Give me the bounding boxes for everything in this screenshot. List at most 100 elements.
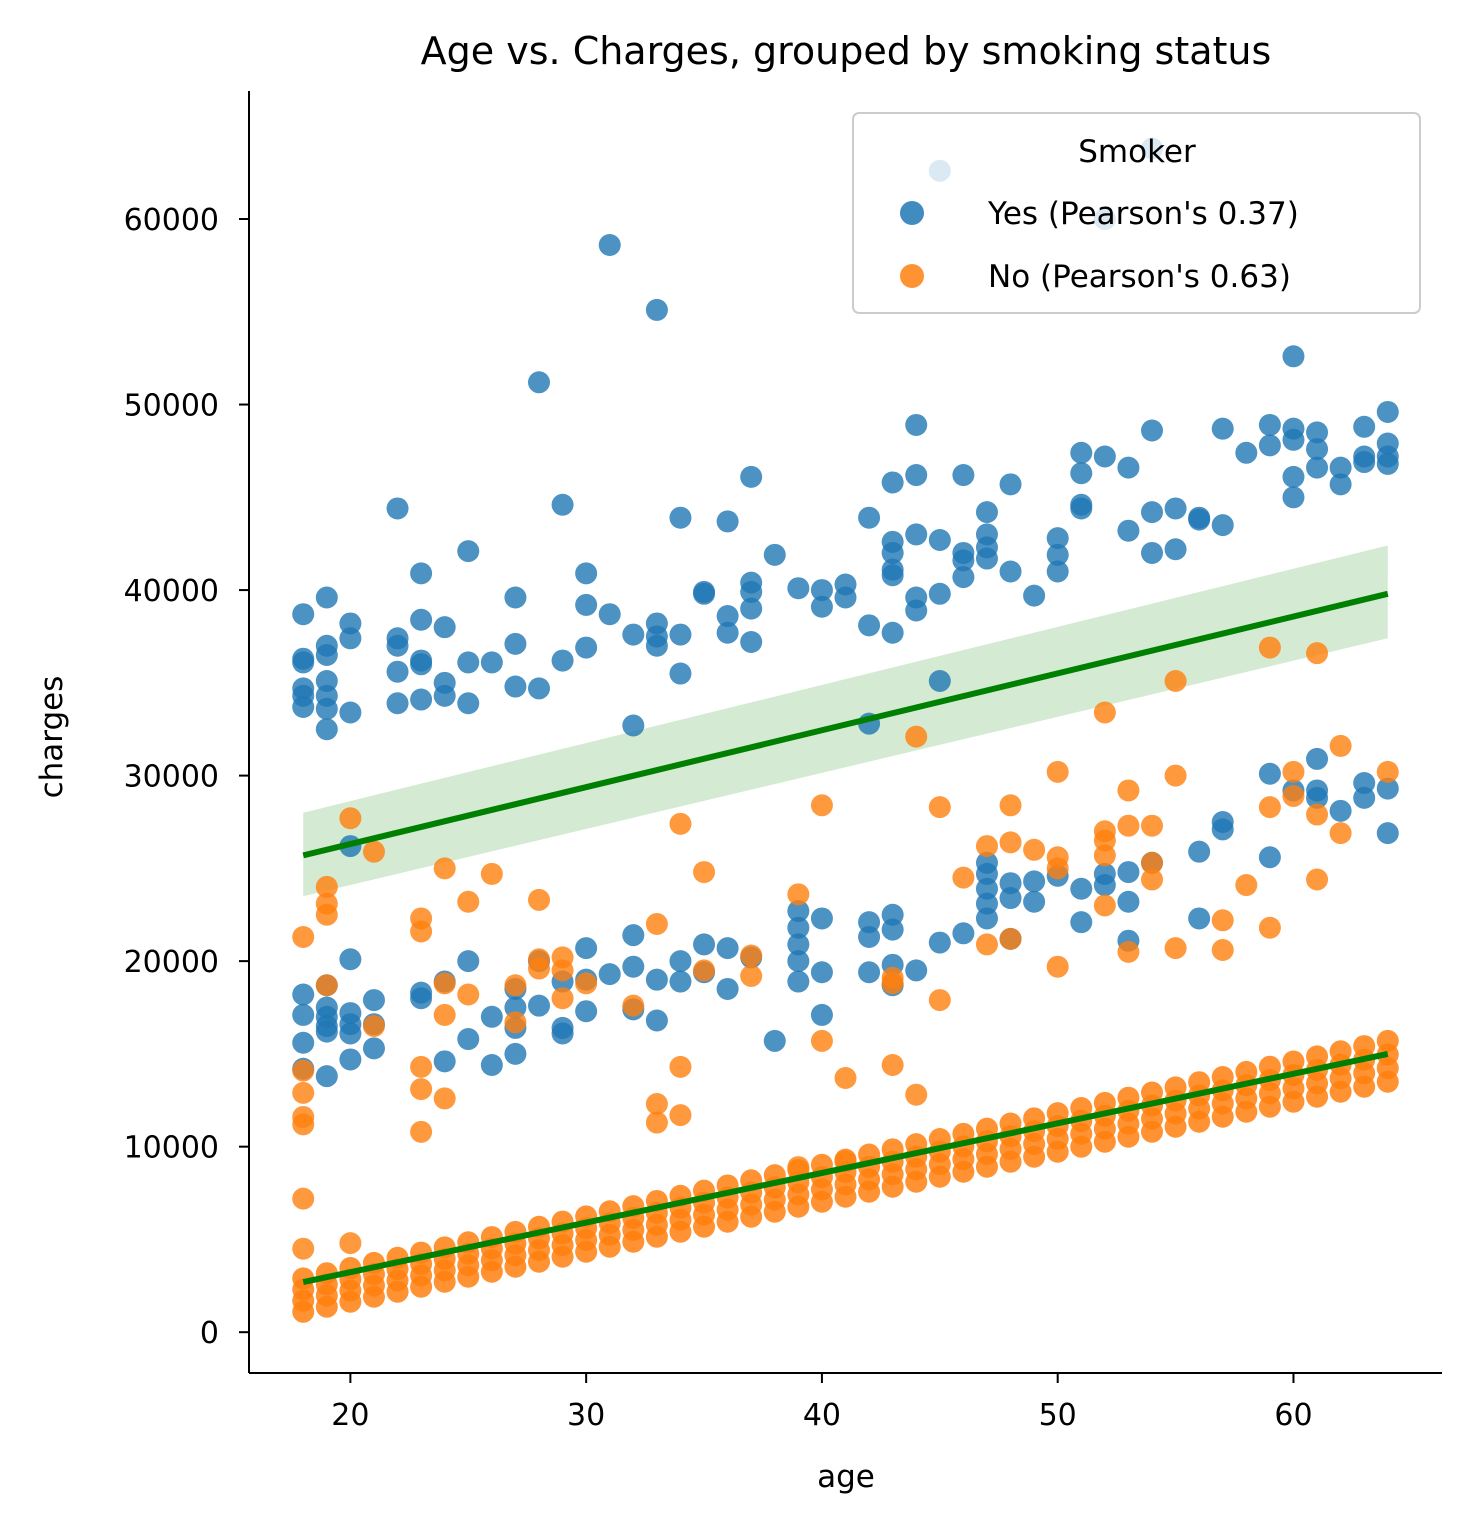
x-axis-title: age: [817, 1459, 875, 1495]
scatter-point-no: [292, 1081, 315, 1104]
scatter-point-yes: [928, 528, 951, 551]
legend-marker-yes: [900, 201, 924, 225]
scatter-point-yes: [575, 636, 598, 659]
scatter-point-no: [740, 964, 763, 987]
scatter-point-no: [1046, 760, 1069, 783]
scatter-point-yes: [1353, 786, 1376, 809]
scatter-point-no: [410, 920, 433, 943]
scatter-point-yes: [1376, 400, 1399, 423]
y-tick-label: 10000: [124, 1131, 219, 1166]
scatter-point-no: [457, 890, 480, 913]
scatter-point-yes: [292, 1031, 315, 1054]
scatter-point-no: [362, 840, 385, 863]
scatter-point-no-cloud: [1282, 1050, 1305, 1073]
scatter-point-no: [433, 1003, 456, 1026]
scatter-point-no: [433, 857, 456, 880]
x-tick-label: 50: [1039, 1398, 1077, 1433]
scatter-point-yes: [1211, 514, 1234, 537]
legend-label-no: No (Pearson's 0.63): [988, 259, 1291, 295]
scatter-point-no: [645, 913, 668, 936]
scatter-point-yes: [645, 968, 668, 991]
scatter-point-yes: [292, 983, 315, 1006]
scatter-point-yes: [1046, 560, 1069, 583]
scatter-point-no: [292, 1113, 315, 1136]
scatter-point-no: [1141, 868, 1164, 891]
scatter-point-yes: [362, 1037, 385, 1060]
scatter-point-yes: [598, 603, 621, 626]
y-tick-label: 20000: [124, 945, 219, 980]
scatter-point-no: [952, 866, 975, 889]
scatter-point-yes: [527, 371, 550, 394]
scatter-point-yes: [1117, 890, 1140, 913]
scatter-point-yes: [669, 623, 692, 646]
scatter-point-yes: [1376, 452, 1399, 475]
scatter-point-no: [905, 1083, 928, 1106]
scatter-point-yes: [763, 1029, 786, 1052]
scatter-point-yes: [622, 955, 645, 978]
scatter-point-no: [669, 812, 692, 835]
legend: Smoker Yes (Pearson's 0.37) No (Pearson'…: [852, 112, 1421, 314]
scatter-point-yes: [433, 684, 456, 707]
scatter-point-no: [362, 1015, 385, 1038]
scatter-point-yes: [315, 644, 338, 667]
scatter-point-yes: [480, 651, 503, 674]
chart-title: Age vs. Charges, grouped by smoking stat…: [421, 29, 1272, 73]
scatter-point-yes: [716, 510, 739, 533]
scatter-point-yes: [740, 465, 763, 488]
scatter-point-no: [504, 974, 527, 997]
scatter-point-no: [410, 1078, 433, 1101]
scatter-point-yes: [527, 677, 550, 700]
scatter-point-yes: [315, 718, 338, 741]
scatter-point-yes: [1164, 497, 1187, 520]
scatter-point-no: [433, 972, 456, 995]
scatter-point-yes: [551, 493, 574, 516]
scatter-point-no: [1258, 636, 1281, 659]
scatter-point-yes: [292, 1003, 315, 1026]
scatter-point-yes: [622, 714, 645, 737]
scatter-point-yes: [1306, 456, 1329, 479]
scatter-point-yes: [1023, 584, 1046, 607]
scatter-point-no-cloud: [1141, 1081, 1164, 1104]
scatter-point-yes: [1117, 456, 1140, 479]
scatter-point-yes: [1117, 519, 1140, 542]
scatter-point-no: [999, 831, 1022, 854]
scatter-point-yes: [645, 298, 668, 321]
scatter-point-yes: [1329, 799, 1352, 822]
scatter-point-no: [1117, 940, 1140, 963]
scatter-point-yes: [1329, 473, 1352, 496]
scatter-point-no: [1376, 760, 1399, 783]
scatter-point-no: [1023, 838, 1046, 861]
scatter-point-yes: [1282, 486, 1305, 509]
scatter-point-yes: [575, 562, 598, 585]
scatter-point-yes: [362, 989, 385, 1012]
scatter-point-yes: [881, 621, 904, 644]
scatter-point-no: [551, 987, 574, 1010]
scatter-point-yes: [669, 506, 692, 529]
scatter-point-yes: [669, 970, 692, 993]
scatter-point-yes: [1070, 497, 1093, 520]
scatter-point-yes: [1141, 541, 1164, 564]
scatter-point-yes: [716, 937, 739, 960]
scatter-point-yes: [999, 473, 1022, 496]
scatter-point-yes: [1258, 434, 1281, 457]
scatter-point-no: [975, 835, 998, 858]
scatter-point-no: [1164, 764, 1187, 787]
scatter-point-no-cloud: [1070, 1097, 1093, 1120]
scatter-point-yes: [433, 1050, 456, 1073]
scatter-point-yes: [740, 631, 763, 654]
scatter-point-no: [1141, 851, 1164, 874]
y-axis-title: charges: [34, 676, 70, 799]
scatter-point-yes: [1282, 465, 1305, 488]
scatter-point-yes: [928, 931, 951, 954]
scatter-point-no: [928, 796, 951, 819]
scatter-point-no-cloud: [1376, 1029, 1399, 1052]
legend-label-yes: Yes (Pearson's 0.37): [987, 196, 1299, 232]
scatter-point-yes: [1211, 417, 1234, 440]
scatter-point-no: [292, 1187, 315, 1210]
scatter-point-yes: [622, 924, 645, 947]
scatter-point-yes: [339, 948, 362, 971]
scatter-point-yes: [716, 605, 739, 628]
scatter-point-no: [575, 972, 598, 995]
scatter-point-no: [410, 1120, 433, 1143]
